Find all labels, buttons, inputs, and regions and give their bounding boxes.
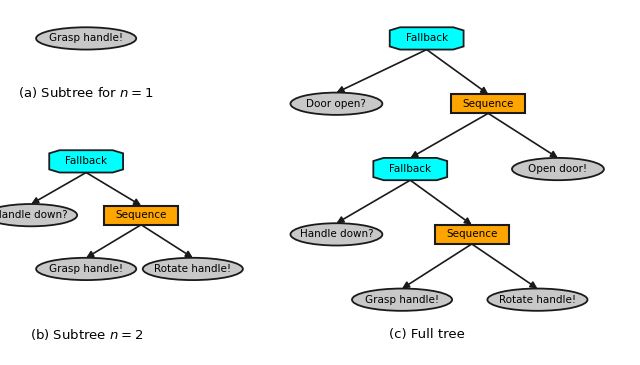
Ellipse shape bbox=[512, 158, 604, 180]
Text: Sequence: Sequence bbox=[463, 99, 514, 109]
Text: (c) Full tree: (c) Full tree bbox=[388, 328, 465, 341]
Ellipse shape bbox=[0, 204, 77, 226]
Text: Open door!: Open door! bbox=[529, 164, 588, 174]
FancyBboxPatch shape bbox=[451, 94, 525, 114]
Text: Grasp handle!: Grasp handle! bbox=[365, 295, 439, 305]
Text: (b) Subtree $n = 2$: (b) Subtree $n = 2$ bbox=[29, 327, 143, 342]
Ellipse shape bbox=[143, 258, 243, 280]
Text: Rotate handle!: Rotate handle! bbox=[499, 295, 576, 305]
Text: Handle down?: Handle down? bbox=[300, 229, 373, 239]
Text: Fallback: Fallback bbox=[406, 34, 448, 43]
FancyBboxPatch shape bbox=[104, 205, 178, 225]
Text: (a) Subtree for $n = 1$: (a) Subtree for $n = 1$ bbox=[19, 85, 154, 100]
Ellipse shape bbox=[488, 289, 588, 311]
Text: Grasp handle!: Grasp handle! bbox=[49, 34, 124, 43]
Ellipse shape bbox=[36, 258, 136, 280]
Text: Rotate handle!: Rotate handle! bbox=[154, 264, 232, 274]
Text: Sequence: Sequence bbox=[115, 210, 167, 220]
Ellipse shape bbox=[291, 93, 382, 115]
Polygon shape bbox=[373, 158, 447, 180]
Ellipse shape bbox=[291, 223, 382, 246]
Text: Handle down?: Handle down? bbox=[0, 210, 68, 220]
Text: Sequence: Sequence bbox=[446, 229, 497, 239]
Text: Grasp handle!: Grasp handle! bbox=[49, 264, 124, 274]
Text: Fallback: Fallback bbox=[389, 164, 431, 174]
FancyBboxPatch shape bbox=[435, 225, 509, 244]
Text: Door open?: Door open? bbox=[307, 99, 366, 109]
Polygon shape bbox=[49, 150, 123, 173]
Ellipse shape bbox=[352, 289, 452, 311]
Ellipse shape bbox=[36, 27, 136, 50]
Polygon shape bbox=[390, 27, 463, 50]
Text: Fallback: Fallback bbox=[65, 156, 108, 166]
